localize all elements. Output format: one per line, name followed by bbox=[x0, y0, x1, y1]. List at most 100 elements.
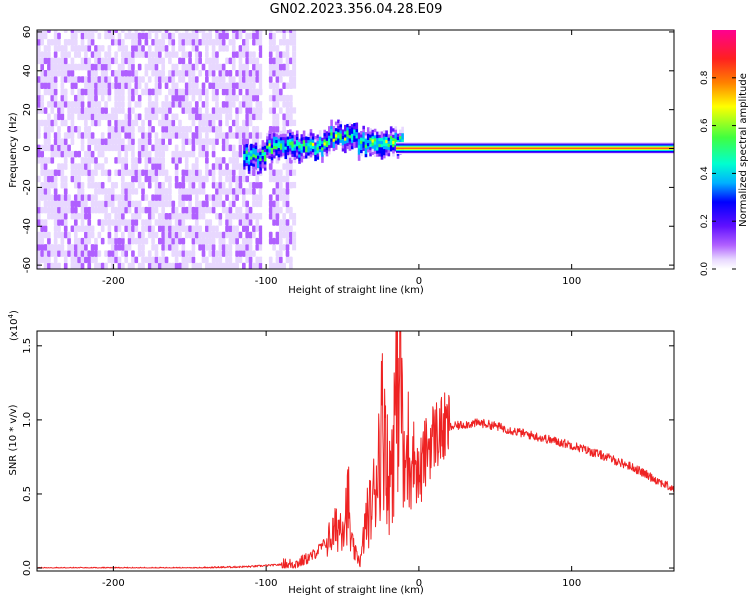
spectrogram-cell bbox=[134, 175, 139, 183]
spectrogram-cell bbox=[97, 206, 102, 214]
spectrogram-cell bbox=[248, 82, 253, 89]
spectrogram-cell bbox=[47, 51, 51, 58]
spectrogram-cell bbox=[289, 132, 292, 136]
spectrogram-tone-band bbox=[395, 145, 674, 147]
spectrogram-cell bbox=[258, 101, 263, 108]
spectrogram-cell bbox=[208, 119, 213, 127]
spectrogram-cell bbox=[53, 76, 58, 83]
spectrogram-cell bbox=[181, 107, 186, 114]
spectrogram-cell bbox=[134, 237, 139, 245]
spectrogram-cell bbox=[70, 200, 75, 208]
spectrogram-cell bbox=[77, 51, 81, 58]
spectrogram-cell bbox=[275, 45, 280, 52]
spectrogram-cell bbox=[107, 30, 112, 34]
spectrogram-cell bbox=[131, 163, 135, 170]
spectrogram-cell bbox=[84, 119, 88, 127]
spectrogram-cell bbox=[127, 132, 132, 139]
spectrogram-cell bbox=[87, 157, 92, 164]
spectrogram-cell bbox=[191, 169, 196, 177]
spectrogram-cell bbox=[205, 51, 209, 58]
spectrogram-cell bbox=[178, 101, 182, 108]
spectrogram-cell bbox=[114, 244, 118, 251]
spectrogram-cell bbox=[124, 119, 129, 127]
spectrogram-cell bbox=[57, 169, 61, 177]
spectrogram-cell bbox=[198, 125, 202, 133]
spectrogram-cell bbox=[205, 101, 209, 108]
spectrogram-cell bbox=[255, 194, 260, 201]
spectrogram-cell bbox=[198, 225, 202, 232]
spectrogram-cell bbox=[318, 142, 322, 147]
spectrogram-cell bbox=[191, 94, 196, 102]
spectrogram-cell bbox=[225, 225, 229, 232]
spectrogram-cell bbox=[194, 82, 199, 89]
spectrogram-cell bbox=[84, 150, 88, 158]
spectrogram-cell bbox=[73, 250, 78, 257]
spectrogram-cell bbox=[255, 244, 260, 251]
spectrogram-cell bbox=[272, 125, 276, 133]
spectrogram-cell bbox=[323, 129, 327, 134]
spectrogram-cell bbox=[238, 181, 243, 189]
spectrogram-cell bbox=[127, 51, 132, 58]
spectrogram-cell bbox=[373, 131, 377, 136]
spectrogram-cell bbox=[262, 76, 266, 83]
spectrogram-cell bbox=[378, 146, 382, 151]
spectrogram-cell bbox=[73, 38, 78, 46]
spectrogram-cell bbox=[43, 82, 48, 89]
spectrogram-cell bbox=[242, 132, 246, 139]
spectrogram-cell bbox=[360, 137, 363, 141]
spectrogram-cell bbox=[134, 213, 139, 220]
spectrogram-cell bbox=[37, 144, 41, 152]
spectrogram-cell bbox=[205, 132, 209, 139]
spectrogram-tone-band bbox=[395, 147, 674, 149]
spectrogram-cell bbox=[191, 144, 196, 152]
spectrogram-cell bbox=[248, 101, 253, 108]
spectrogram-cell bbox=[289, 119, 293, 127]
spectrogram-cell bbox=[161, 181, 166, 189]
spectrogram-cell bbox=[285, 200, 290, 208]
spectrogram-cell bbox=[43, 231, 48, 239]
spectrogram-cell bbox=[245, 159, 249, 164]
spectrogram-cell bbox=[221, 30, 226, 34]
spectrogram-cell bbox=[141, 125, 145, 133]
spectrogram-cell bbox=[171, 237, 176, 245]
spectrogram-cell bbox=[191, 181, 196, 189]
spectrogram-cell bbox=[262, 45, 266, 52]
spectrogram-cell bbox=[97, 32, 102, 40]
spectrogram-cell bbox=[43, 125, 48, 133]
spectrogram-cell bbox=[87, 169, 92, 177]
spectrogram-cell bbox=[258, 262, 263, 269]
spectrogram-cell bbox=[90, 38, 95, 46]
spectrogram-cell bbox=[94, 70, 98, 77]
spectrogram-cell bbox=[248, 181, 253, 189]
spectrogram-cell bbox=[178, 32, 182, 40]
spectrogram-cell bbox=[67, 237, 71, 245]
spectrogram-cell bbox=[174, 206, 179, 214]
spectrogram-cell bbox=[268, 146, 272, 150]
spectrogram-cell bbox=[238, 101, 243, 108]
spectrogram-cell bbox=[198, 181, 202, 189]
spectrogram-cell bbox=[117, 45, 122, 52]
spectrogram-cell bbox=[164, 213, 169, 220]
spectrogram-cell bbox=[221, 250, 226, 257]
spectrogram-cell bbox=[73, 45, 78, 52]
spectrogram-cell bbox=[110, 237, 115, 245]
spectrogram-cell bbox=[104, 113, 108, 121]
spectrogram-cell bbox=[127, 113, 132, 121]
spectrogram-cell bbox=[144, 206, 149, 214]
spectrogram-cell bbox=[235, 225, 239, 232]
spectrogram-cell bbox=[131, 63, 135, 71]
spectrogram-cell bbox=[107, 119, 112, 127]
spectrogram-cell bbox=[67, 76, 71, 83]
spectrogram-cell bbox=[37, 82, 41, 89]
spectrogram-cell bbox=[321, 159, 324, 163]
spectrogram-cell bbox=[353, 138, 356, 142]
spectrogram-cell bbox=[60, 206, 65, 214]
spectrogram-cell bbox=[289, 76, 293, 83]
spectrogram-cell bbox=[357, 154, 361, 158]
spectrogram-cell bbox=[215, 51, 219, 58]
spectrogram-cell bbox=[164, 256, 169, 264]
spectrogram-cell bbox=[291, 153, 294, 157]
spectrogram-cell bbox=[40, 76, 45, 83]
spectrogram-cell bbox=[231, 150, 236, 158]
spectrogram-cell bbox=[198, 51, 202, 58]
